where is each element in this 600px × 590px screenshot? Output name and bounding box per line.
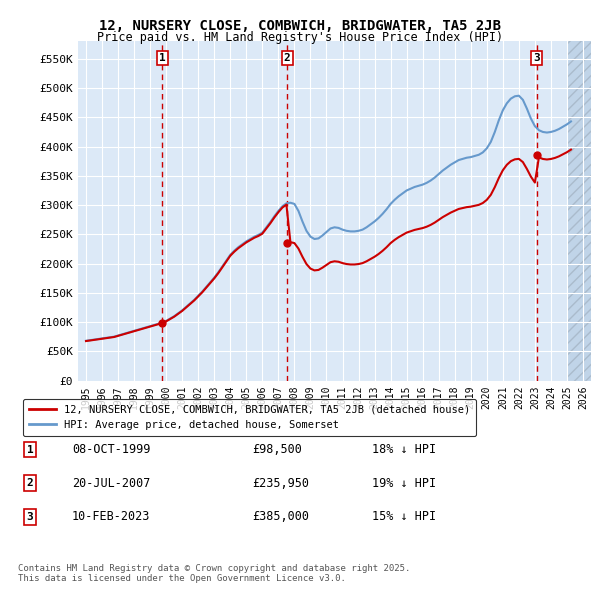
Text: £98,500: £98,500 <box>252 443 302 456</box>
Text: 2: 2 <box>284 53 290 63</box>
Text: 3: 3 <box>533 53 540 63</box>
Text: Price paid vs. HM Land Registry's House Price Index (HPI): Price paid vs. HM Land Registry's House … <box>97 31 503 44</box>
Text: 19% ↓ HPI: 19% ↓ HPI <box>372 477 436 490</box>
Text: £385,000: £385,000 <box>252 510 309 523</box>
Text: 18% ↓ HPI: 18% ↓ HPI <box>372 443 436 456</box>
Legend: 12, NURSERY CLOSE, COMBWICH, BRIDGWATER, TA5 2JB (detached house), HPI: Average : 12, NURSERY CLOSE, COMBWICH, BRIDGWATER,… <box>23 399 476 436</box>
Text: £235,950: £235,950 <box>252 477 309 490</box>
Text: 20-JUL-2007: 20-JUL-2007 <box>72 477 151 490</box>
Text: Contains HM Land Registry data © Crown copyright and database right 2025.
This d: Contains HM Land Registry data © Crown c… <box>18 563 410 583</box>
Text: 10-FEB-2023: 10-FEB-2023 <box>72 510 151 523</box>
Text: 15% ↓ HPI: 15% ↓ HPI <box>372 510 436 523</box>
Text: 08-OCT-1999: 08-OCT-1999 <box>72 443 151 456</box>
Bar <box>567 41 591 381</box>
Text: 1: 1 <box>26 445 34 454</box>
Text: 1: 1 <box>159 53 166 63</box>
Text: 2: 2 <box>26 478 34 488</box>
Text: 12, NURSERY CLOSE, COMBWICH, BRIDGWATER, TA5 2JB: 12, NURSERY CLOSE, COMBWICH, BRIDGWATER,… <box>99 19 501 33</box>
Text: 3: 3 <box>26 512 34 522</box>
